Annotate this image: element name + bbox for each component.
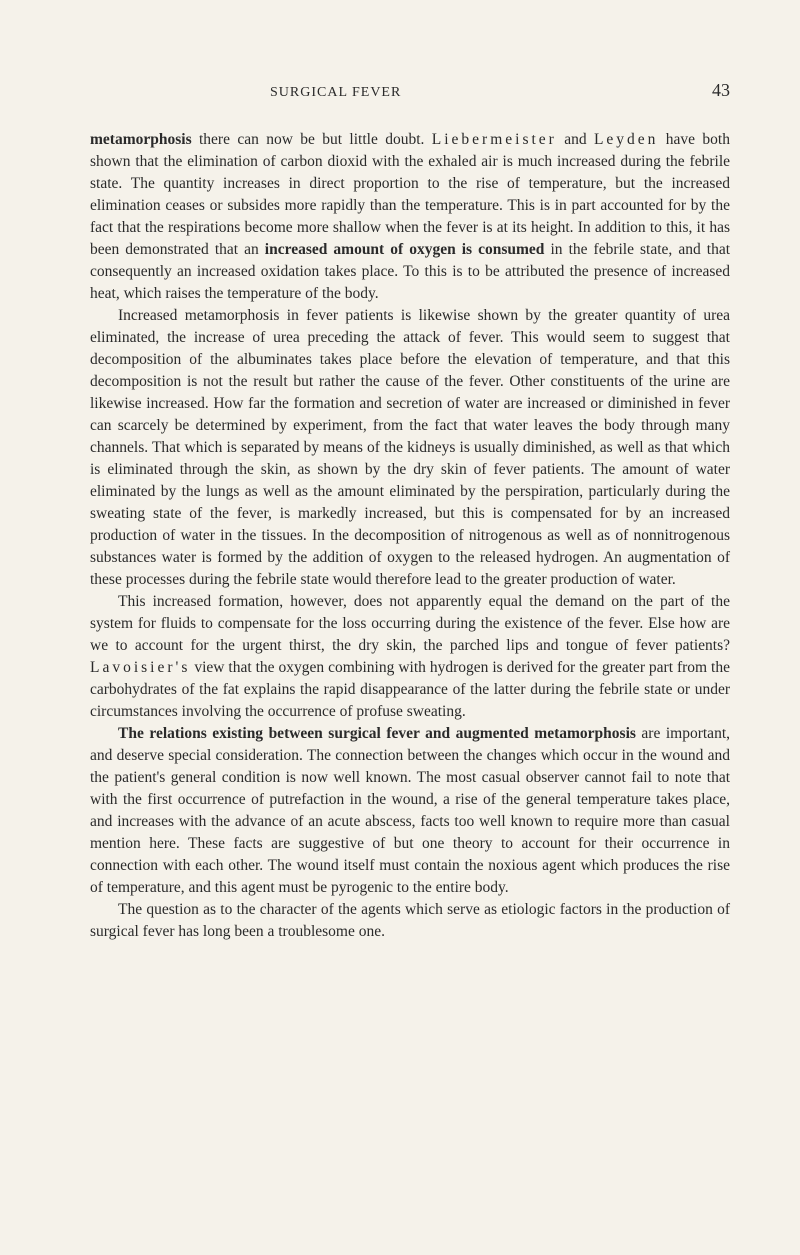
- running-title: SURGICAL FEVER: [270, 85, 401, 101]
- bold-text: The relations existing between surgical …: [118, 725, 636, 742]
- paragraph-5: The question as to the character of the …: [90, 899, 730, 943]
- paragraph-4: The relations existing between surgical …: [90, 723, 730, 899]
- page-number: 43: [712, 80, 730, 101]
- body-text: have both shown that the elimination of …: [90, 131, 730, 258]
- spaced-name: Lavoisier's: [90, 659, 190, 676]
- paragraph-1: metamorphosis there can now be but littl…: [90, 129, 730, 305]
- bold-text: metamorphosis: [90, 131, 192, 148]
- page-header: SURGICAL FEVER 43: [90, 80, 730, 101]
- body-text: are important, and deserve special consi…: [90, 725, 730, 896]
- paragraph-3: This increased formation, however, does …: [90, 591, 730, 723]
- body-text: This increased formation, however, does …: [90, 593, 730, 654]
- body-text: there can now be but little doubt.: [192, 131, 432, 148]
- spaced-name: Leyden: [594, 131, 658, 148]
- spaced-name: Liebermeister: [432, 131, 557, 148]
- body-text: and: [557, 131, 594, 148]
- bold-text: increased amount of oxygen is consumed: [265, 241, 545, 258]
- body-text: Increased metamorphosis in fever patient…: [90, 307, 730, 588]
- paragraph-2: Increased metamorphosis in fever patient…: [90, 305, 730, 591]
- body-text: The question as to the character of the …: [90, 901, 730, 940]
